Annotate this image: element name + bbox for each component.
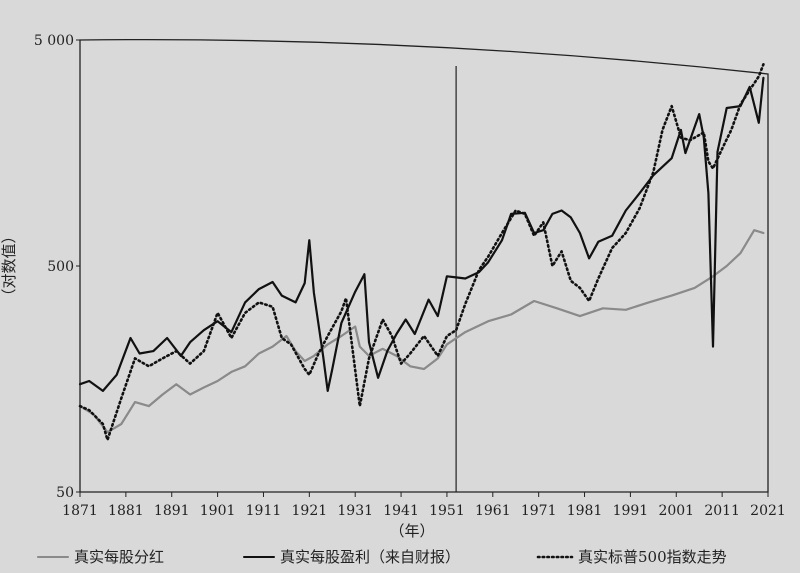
series-line-1: [78, 76, 765, 392]
x-tick-label-7: 1941: [383, 503, 419, 519]
x-tick-label-1: 1881: [108, 503, 144, 519]
legend: 真实每股分红 真实每股盈利（来自财报） 真实标普500指数走势: [37, 548, 727, 566]
x-tick-label-0: 1871: [62, 503, 98, 519]
series-layer: [78, 63, 765, 442]
y-axis-label: （对数值）: [0, 228, 18, 303]
x-tick-label-14: 2011: [704, 503, 740, 519]
x-tick-label-3: 1901: [200, 503, 236, 519]
x-axis-ticks: 1871 1881 1891 1901 1911 1921 1931 1941 1951 1961…: [62, 492, 786, 519]
x-tick-label-2: 1891: [154, 503, 190, 519]
y-tick-label-1: 500: [47, 259, 74, 275]
x-tick-label-11: 1981: [567, 503, 603, 519]
x-tick-label-15: 2021: [750, 503, 786, 519]
plot-frame: [79, 38, 769, 493]
legend-label-1: 真实每股盈利（来自财报）: [280, 548, 460, 566]
x-tick-label-13: 2001: [658, 503, 694, 519]
x-axis-label: （年）: [389, 522, 434, 540]
series-line-0: [78, 229, 765, 434]
plot-border: [79, 38, 769, 493]
x-tick-label-5: 1921: [292, 503, 328, 519]
x-tick-label-6: 1931: [337, 503, 373, 519]
legend-label-0: 真实每股分红: [74, 548, 164, 566]
x-tick-label-8: 1951: [429, 503, 465, 519]
x-tick-label-12: 1991: [613, 503, 649, 519]
y-axis-ticks: 50 500 5 000: [34, 33, 80, 501]
x-tick-label-4: 1911: [246, 503, 282, 519]
legend-label-2: 真实标普500指数走势: [578, 548, 727, 566]
x-tick-label-9: 1961: [475, 503, 511, 519]
y-tick-label-0: 50: [56, 485, 74, 501]
x-tick-label-10: 1971: [521, 503, 557, 519]
series-line-2: [78, 63, 765, 442]
y-tick-label-2: 5 000: [34, 33, 74, 49]
